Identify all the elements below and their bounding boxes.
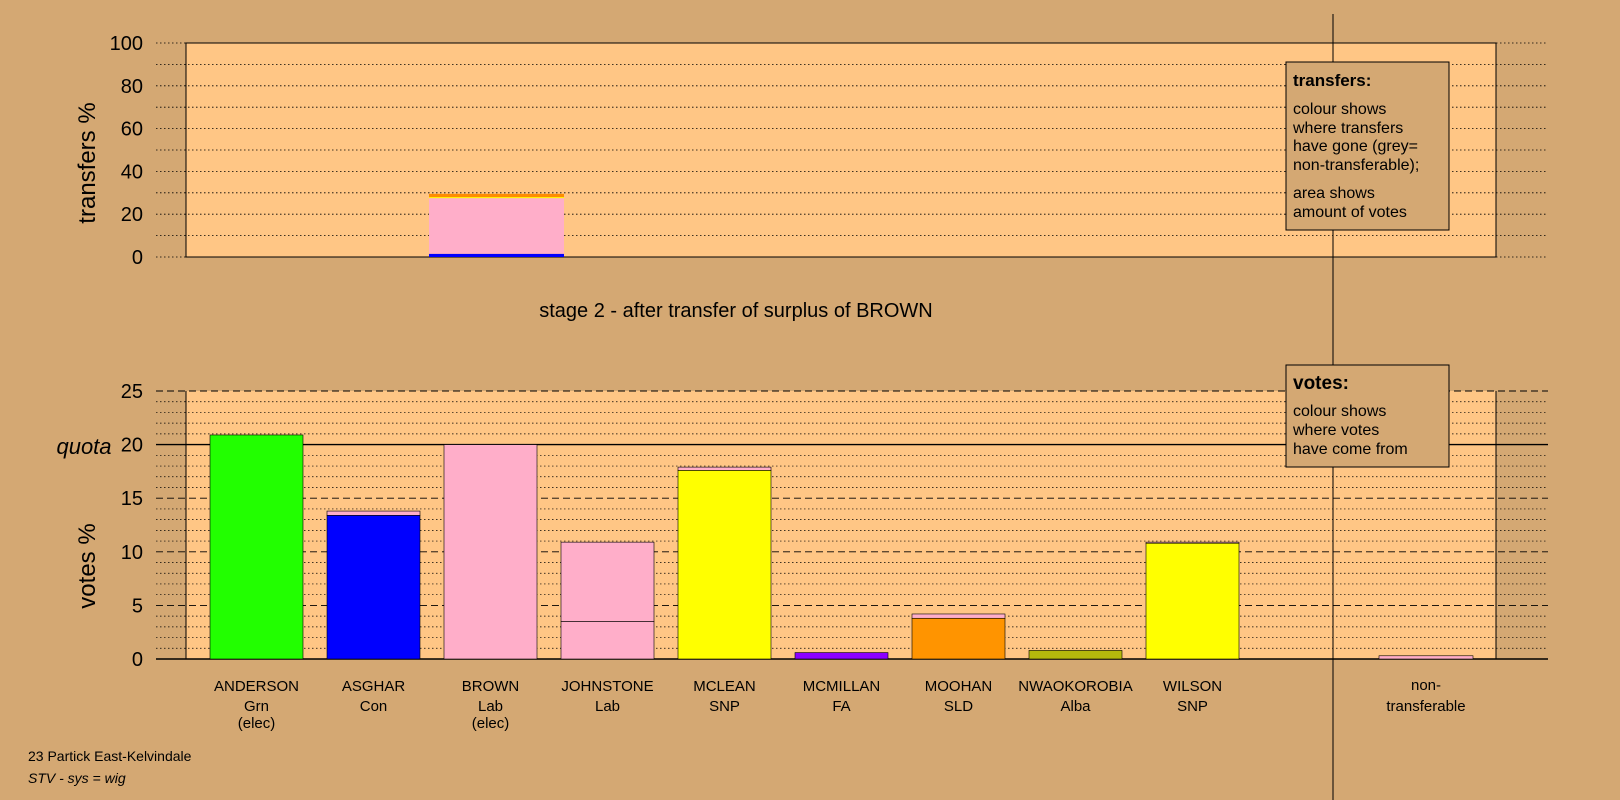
transfers-bar-segment bbox=[429, 253, 564, 257]
candidate-name-label: MCLEAN bbox=[693, 678, 756, 695]
votes-legend-line: have come from bbox=[1293, 441, 1408, 458]
candidate-party-label: SNP bbox=[1177, 698, 1208, 715]
votes-y-axis-label: votes % bbox=[74, 523, 101, 608]
transfers-legend-box bbox=[1285, 61, 1450, 231]
candidate-party-label: Lab bbox=[478, 698, 503, 715]
votes-legend-line: where votes bbox=[1292, 422, 1379, 439]
transfers-bar-segment bbox=[429, 193, 564, 198]
candidate-name-label: BROWN bbox=[462, 678, 520, 695]
vote-bar-segment bbox=[677, 470, 772, 660]
votes-legend-line: colour shows bbox=[1293, 403, 1386, 420]
votes-legend-title: votes: bbox=[1293, 373, 1349, 394]
vote-bar-segment bbox=[1145, 542, 1240, 660]
transfers-legend-line: area shows bbox=[1293, 185, 1375, 202]
nontransferable-label: transferable bbox=[1386, 698, 1465, 715]
vote-bar-segment bbox=[1028, 650, 1123, 660]
votes-y-tick-label: 10 bbox=[121, 542, 143, 564]
vote-bar-segment bbox=[560, 541, 655, 622]
candidate-party-label: Con bbox=[360, 698, 388, 715]
votes-y-tick-label: 0 bbox=[132, 649, 143, 671]
candidate-name-label: MOOHAN bbox=[925, 678, 993, 695]
candidate-name-label: ANDERSON bbox=[214, 678, 299, 695]
vote-bar-segment bbox=[326, 510, 421, 516]
votes-bars bbox=[209, 434, 1474, 660]
transfers-y-tick-label: 40 bbox=[121, 161, 143, 183]
transfers-y-tick-label: 60 bbox=[121, 119, 143, 141]
transfers-legend: transfers: colour shows where transfers … bbox=[1285, 61, 1450, 231]
candidate-name-label: MCMILLAN bbox=[803, 678, 881, 695]
vote-bar-segment bbox=[209, 434, 304, 660]
quota-label: quota bbox=[56, 434, 111, 459]
transfers-bars bbox=[429, 193, 564, 257]
transfers-y-axis-label: transfers % bbox=[74, 102, 101, 223]
candidate-name-label: NWAOKOROBIA bbox=[1018, 678, 1132, 695]
transfers-legend-line: colour shows bbox=[1293, 101, 1386, 118]
candidate-elected-label: (elec) bbox=[472, 715, 510, 732]
vote-bar-segment bbox=[677, 466, 772, 471]
candidate-party-label: SNP bbox=[709, 698, 740, 715]
nontransferable-bar bbox=[1378, 655, 1474, 660]
constituency-label: 23 Partick East-Kelvindale bbox=[28, 748, 192, 764]
votes-y-tick-label: 15 bbox=[121, 488, 143, 510]
transfers-legend-line: where transfers bbox=[1292, 120, 1403, 137]
transfers-y-tick-label: 20 bbox=[121, 204, 143, 226]
candidate-name-label: WILSON bbox=[1163, 678, 1222, 695]
transfers-y-tick-label: 80 bbox=[121, 76, 143, 98]
vote-bar-segment bbox=[326, 515, 421, 660]
candidate-party-label: Lab bbox=[595, 698, 620, 715]
transfers-y-tick-label: 100 bbox=[110, 33, 143, 55]
votes-y-tick-label: 5 bbox=[132, 595, 143, 617]
vote-bar-segment bbox=[443, 444, 538, 660]
candidate-name-label: ASGHAR bbox=[342, 678, 406, 695]
system-label: STV - sys = wig bbox=[28, 770, 126, 786]
transfers-panel: 0 20 40 60 80 100 transfers % stage 2 - after… bbox=[74, 33, 1548, 322]
transfers-bar-segment bbox=[429, 197, 564, 199]
votes-legend: votes: colour shows where votes have com… bbox=[1285, 364, 1450, 468]
votes-y-ticks: 0 5 10 15 20 25 bbox=[121, 381, 143, 671]
vote-bar-segment bbox=[911, 613, 1006, 619]
transfers-legend-line: non-transferable); bbox=[1293, 157, 1419, 174]
transfers-bar-segment bbox=[429, 198, 564, 254]
candidate-party-label: Grn bbox=[244, 698, 269, 715]
candidate-elected-label: (elec) bbox=[238, 715, 276, 732]
chart-subtitle: stage 2 - after transfer of surplus of B… bbox=[539, 300, 932, 322]
votes-right-margin bbox=[1496, 391, 1548, 659]
transfers-y-ticks: 0 20 40 60 80 100 bbox=[110, 33, 143, 269]
votes-legend-box bbox=[1285, 364, 1450, 468]
transfers-legend-title: transfers: bbox=[1293, 71, 1371, 90]
votes-category-labels: ANDERSONGrn(elec)ASGHARConBROWNLab(elec)… bbox=[214, 677, 1466, 732]
transfers-y-tick-label: 0 bbox=[132, 247, 143, 269]
votes-y-tick-label: 20 bbox=[121, 435, 143, 457]
nontransferable-label: non- bbox=[1411, 677, 1441, 694]
votes-y-tick-label: 25 bbox=[121, 381, 143, 403]
candidate-name-label: JOHNSTONE bbox=[561, 678, 653, 695]
candidate-party-label: FA bbox=[832, 698, 850, 715]
vote-bar-segment bbox=[1145, 541, 1240, 544]
transfers-legend-line: have gone (grey= bbox=[1293, 138, 1418, 155]
candidate-party-label: SLD bbox=[944, 698, 973, 715]
vote-bar-segment bbox=[560, 621, 655, 660]
vote-bar-segment bbox=[794, 652, 889, 660]
candidate-party-label: Alba bbox=[1060, 698, 1091, 715]
transfers-legend-line: amount of votes bbox=[1293, 204, 1407, 221]
vote-bar-segment bbox=[911, 617, 1006, 660]
